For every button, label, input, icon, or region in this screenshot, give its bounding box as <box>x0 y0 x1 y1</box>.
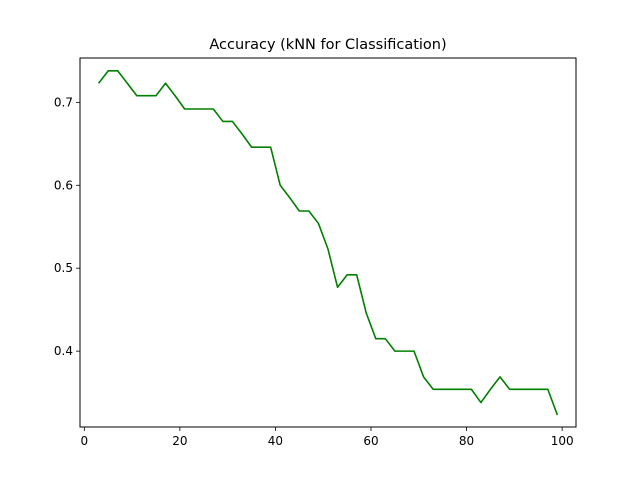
y-tick-label: 0.7 <box>54 95 73 109</box>
x-tick-label: 0 <box>80 434 88 448</box>
x-tick-label: 80 <box>459 434 474 448</box>
x-axis-ticks: 0 20 40 60 80 100 <box>80 427 574 448</box>
plot-frame <box>79 57 577 428</box>
x-tick-label: 20 <box>172 434 187 448</box>
y-tick-label: 0.5 <box>54 261 73 275</box>
plot-area <box>98 70 559 416</box>
x-tick-label: 100 <box>551 434 574 448</box>
y-tick-label: 0.4 <box>54 344 73 358</box>
accuracy-series-line <box>98 70 559 416</box>
y-tick-label: 0.6 <box>54 178 73 192</box>
x-tick-label: 40 <box>268 434 283 448</box>
x-tick-label: 60 <box>363 434 378 448</box>
chart-title: Accuracy (kNN for Classification) <box>209 37 446 53</box>
y-axis-ticks: 0.4 0.5 0.6 0.7 <box>54 95 80 358</box>
